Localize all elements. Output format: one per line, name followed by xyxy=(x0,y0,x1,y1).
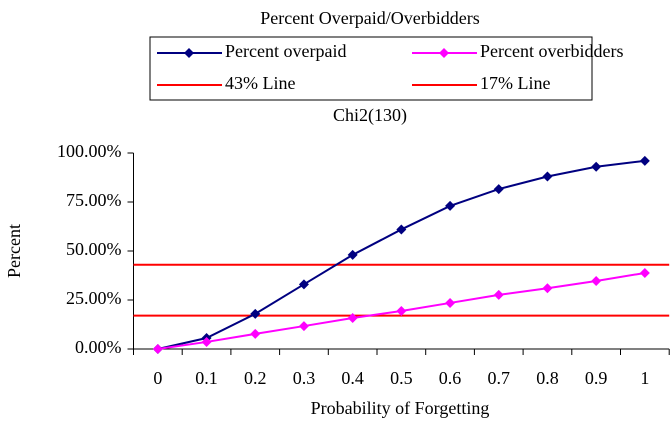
x-tick-label: 0.9 xyxy=(585,368,608,388)
data-point xyxy=(591,161,602,172)
legend-label: 43% Line xyxy=(225,73,295,93)
y-tick-label: 50.00% xyxy=(66,239,122,259)
x-tick-label: 0.5 xyxy=(390,368,413,388)
data-point xyxy=(152,344,163,354)
data-point xyxy=(347,249,358,260)
legend-label: 17% Line xyxy=(480,73,550,93)
y-tick-label: 75.00% xyxy=(66,190,122,210)
legend-marker xyxy=(439,48,449,58)
y-tick-label: 25.00% xyxy=(66,288,122,308)
y-tick-label: 0.00% xyxy=(75,337,122,357)
x-tick-label: 0.6 xyxy=(439,368,462,388)
data-point xyxy=(591,275,602,286)
y-tick-label: 100.00% xyxy=(57,141,122,161)
data-point xyxy=(298,321,309,332)
x-tick-label: 0.8 xyxy=(536,368,559,388)
x-tick-label: 0 xyxy=(153,368,162,388)
data-point xyxy=(639,155,650,166)
data-point xyxy=(493,289,504,300)
data-point xyxy=(347,313,358,324)
x-tick-label: 0.1 xyxy=(195,368,218,388)
data-point xyxy=(542,283,553,294)
x-tick-label: 1 xyxy=(640,368,649,388)
legend-box xyxy=(149,36,593,101)
x-tick-label: 0.3 xyxy=(293,368,316,388)
data-point xyxy=(250,328,261,339)
data-point xyxy=(201,336,212,347)
chart-title: Percent Overpaid/Overbidders xyxy=(260,8,479,28)
data-point xyxy=(639,267,650,278)
data-point xyxy=(298,279,309,290)
x-tick-label: 0.4 xyxy=(341,368,364,388)
legend-marker xyxy=(184,48,194,58)
legend-label: Percent overbidders xyxy=(480,41,623,61)
data-point xyxy=(542,171,553,182)
chart-subtitle: Chi2(130) xyxy=(333,105,407,126)
data-point xyxy=(445,200,456,211)
data-point xyxy=(445,297,456,308)
y-axis-label: Percent xyxy=(4,224,24,278)
data-point xyxy=(493,184,504,195)
x-tick-label: 0.2 xyxy=(244,368,267,388)
x-axis-label: Probability of Forgetting xyxy=(311,398,490,418)
data-point xyxy=(396,224,407,235)
legend-label: Percent overpaid xyxy=(225,41,346,61)
data-point xyxy=(396,305,407,316)
series-line xyxy=(157,159,645,350)
data-point xyxy=(250,308,261,319)
x-tick-label: 0.7 xyxy=(488,368,511,388)
